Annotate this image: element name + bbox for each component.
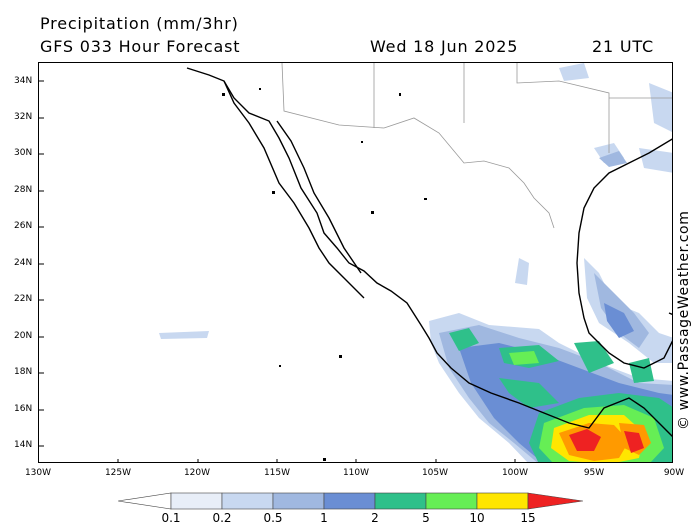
lon-ticks bbox=[117, 459, 596, 462]
legend-label: 15 bbox=[520, 511, 536, 525]
legend-swatch-lowest bbox=[118, 492, 172, 510]
precipitation-map[interactable] bbox=[38, 62, 673, 463]
lon-label: 95W bbox=[583, 468, 605, 478]
legend-label: 0.5 bbox=[263, 511, 283, 525]
lon-label: 110W bbox=[342, 468, 370, 478]
legend-swatch bbox=[272, 492, 325, 510]
forecast-subtitle: GFS 033 Hour Forecast bbox=[40, 37, 241, 56]
lon-label: 125W bbox=[104, 468, 132, 478]
forecast-date: Wed 18 Jun 2025 bbox=[370, 37, 519, 56]
lon-label: 120W bbox=[183, 468, 211, 478]
lon-label: 130W bbox=[24, 468, 52, 478]
legend-label: 10 bbox=[469, 511, 485, 525]
lat-label: 16N bbox=[14, 404, 33, 414]
legend-label: 0.1 bbox=[161, 511, 181, 525]
lat-label: 26N bbox=[14, 221, 33, 231]
lat-label: 32N bbox=[14, 112, 33, 122]
lon-label: 115W bbox=[263, 468, 291, 478]
legend-swatch bbox=[425, 492, 478, 510]
coastlines bbox=[186, 67, 672, 437]
legend-label: 0.2 bbox=[212, 511, 232, 525]
lat-label: 34N bbox=[14, 76, 33, 86]
legend-swatch bbox=[221, 492, 274, 510]
lat-label: 18N bbox=[14, 367, 33, 377]
lat-label: 20N bbox=[14, 331, 33, 341]
lat-label: 24N bbox=[14, 258, 33, 268]
forecast-time: 21 UTC bbox=[592, 37, 654, 56]
legend-swatch bbox=[170, 492, 223, 510]
legend-swatch bbox=[323, 492, 376, 510]
lat-label: 28N bbox=[14, 185, 33, 195]
lon-label: 105W bbox=[421, 468, 449, 478]
map-title: Precipitation (mm/3hr) bbox=[40, 14, 239, 33]
lat-label: 14N bbox=[14, 440, 33, 450]
country-borders bbox=[281, 63, 672, 229]
legend-label: 5 bbox=[422, 511, 430, 525]
lat-label: 30N bbox=[14, 148, 33, 158]
lon-label: 90W bbox=[663, 468, 685, 478]
legend-label: 1 bbox=[320, 511, 328, 525]
credit-watermark: © www.PassageWeather.com bbox=[676, 210, 692, 430]
precip-legend bbox=[118, 492, 583, 510]
lat-label: 22N bbox=[14, 294, 33, 304]
map-canvas bbox=[39, 63, 672, 462]
precip-red bbox=[569, 429, 644, 453]
lon-label: 100W bbox=[501, 468, 529, 478]
legend-swatch bbox=[374, 492, 427, 510]
islands bbox=[222, 88, 427, 461]
lat-ticks bbox=[39, 80, 44, 447]
legend-label: 2 bbox=[371, 511, 379, 525]
legend-swatch-highest bbox=[527, 492, 583, 510]
